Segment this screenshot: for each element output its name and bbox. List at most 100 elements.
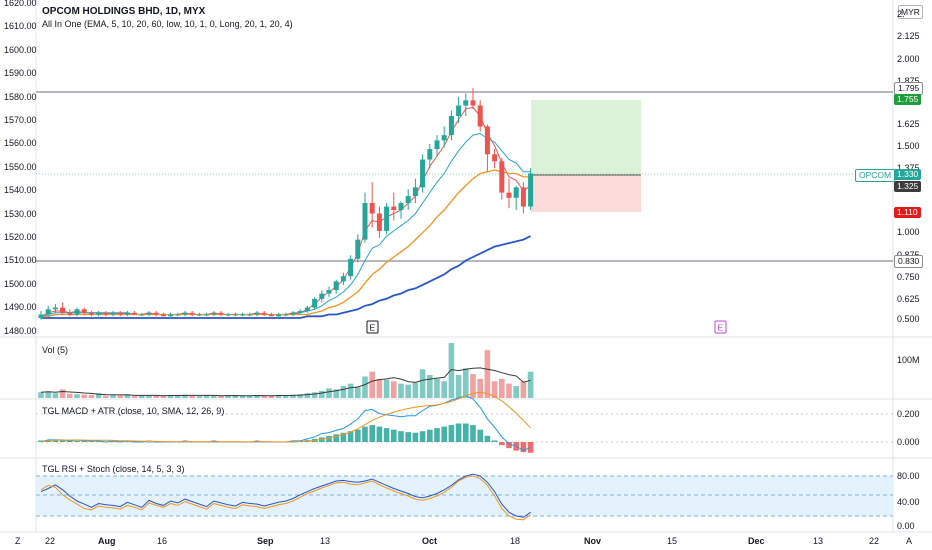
candle-body (232, 314, 238, 316)
candle-body (369, 203, 375, 214)
volume-bar (160, 396, 167, 398)
candle-body (117, 312, 123, 315)
macd-hist-bar (448, 425, 455, 442)
volume-bar (506, 383, 512, 398)
volume-bar (275, 395, 282, 398)
volume-bar (268, 396, 275, 398)
volume-bar (319, 390, 325, 398)
volume-bar (369, 371, 375, 398)
time-axis-tick: Oct (422, 536, 438, 546)
volume-bar (441, 381, 447, 398)
macd-pane-label[interactable]: TGL MACD + ATR (close, 10, SMA, 12, 26, … (42, 406, 225, 416)
time-axis-tick: Aug (98, 536, 116, 546)
macd-hist-bar (499, 442, 505, 446)
indicator-legend[interactable]: All In One (EMA, 5, 10, 20, 60, low, 10,… (42, 19, 293, 29)
volume-bar (455, 375, 462, 398)
candle-body (254, 312, 260, 315)
left-axis-tick: 1520.00 (4, 232, 37, 242)
volume-bar (52, 393, 59, 398)
candle-body (441, 135, 447, 141)
volume-bar (95, 393, 102, 398)
auto-scale-button[interactable]: A (906, 536, 913, 546)
right-axis-tick: 0.500 (897, 314, 920, 324)
macd-hist-bar (455, 423, 462, 442)
volume-pane-label[interactable]: Vol (5) (42, 345, 69, 355)
candle-body (146, 312, 152, 315)
support-price-tag: 0.830 (894, 255, 924, 268)
entry-price-tag: 1.325 (894, 181, 922, 192)
macd-hist-bar (211, 442, 217, 443)
candle-body (470, 100, 476, 106)
left-axis-tick: 1620.00 (4, 0, 37, 8)
macd-hist-bar (52, 440, 59, 442)
rsi-pane-label[interactable]: TGL RSI + Stoch (close, 14, 5, 3, 3) (42, 464, 185, 474)
left-axis-tick: 1570.00 (4, 115, 37, 125)
symbol-tag[interactable]: OPCOM (855, 169, 896, 182)
candle-body (326, 290, 332, 294)
volume-bar (520, 381, 527, 398)
candle-body (405, 196, 411, 204)
volume-bar (232, 395, 239, 398)
earnings-marker-future[interactable] (714, 320, 727, 334)
candle-body (283, 314, 289, 316)
volume-bar (297, 394, 303, 398)
candle-body (261, 312, 267, 315)
chart-title: OPCOM HOLDINGS BHD, 1D, MYX (42, 6, 206, 17)
candle-body (355, 239, 361, 259)
volume-axis-label: 100M (897, 355, 920, 365)
volume-bar (261, 395, 267, 398)
right-axis-tick: 2.125 (897, 31, 920, 41)
candle-body (477, 105, 483, 127)
volume-bar (412, 382, 419, 398)
macd-hist-bar (405, 432, 411, 442)
macd-hist-bar (463, 423, 469, 442)
macd-hist-bar (182, 442, 188, 443)
volume-bar (427, 375, 433, 398)
candle-body (74, 309, 80, 315)
time-axis-tick: 13 (813, 536, 824, 546)
candle-body (124, 312, 130, 315)
macd-hist-bar (441, 426, 447, 442)
last-price-tag: 1.330 (894, 169, 922, 180)
candle-body (434, 140, 440, 150)
macd-hist-bar (74, 440, 80, 442)
left-axis-tick: 1490.00 (4, 302, 37, 313)
rsi-lines (40, 473, 531, 521)
volume-bar (189, 395, 195, 398)
right-axis-tick: 0.750 (897, 272, 920, 282)
volume-bar (153, 395, 159, 398)
earnings-marker-label: E (370, 323, 376, 333)
zoom-button[interactable]: Z (15, 536, 21, 546)
time-axis-tick: 22 (869, 536, 880, 546)
currency-button[interactable]: MYR (898, 5, 923, 19)
volume-bar (88, 395, 95, 398)
macd-hist-bar (491, 440, 498, 442)
candle-body (52, 307, 58, 310)
macd-hist-bar (383, 428, 390, 442)
volume-bar (362, 376, 368, 398)
target-zone[interactable] (531, 100, 641, 175)
time-axis-tick: 18 (510, 536, 521, 546)
volume-bar (477, 378, 483, 398)
candle-body (492, 154, 498, 162)
macd-hist-bar (369, 425, 375, 442)
macd-hist-bar (398, 431, 404, 442)
earnings-marker[interactable] (366, 320, 379, 334)
candle-body (412, 187, 418, 197)
earnings-marker-future-label: E (718, 323, 724, 333)
macd-hist-bar (88, 441, 95, 442)
ema-line-4 (41, 235, 531, 319)
stop-zone[interactable] (531, 175, 641, 212)
volume-bar (167, 395, 174, 398)
candle-body (211, 312, 217, 315)
volume-ma-line (40, 367, 531, 397)
macd-hist-bar (391, 429, 397, 442)
volume-bar (499, 378, 505, 398)
macd-axis-zero: 0.000 (897, 437, 920, 447)
volume-bar (45, 391, 51, 398)
candle-body (60, 307, 66, 313)
volume-bar (124, 394, 131, 398)
candle-body (520, 187, 526, 207)
volume-bar (326, 388, 332, 398)
